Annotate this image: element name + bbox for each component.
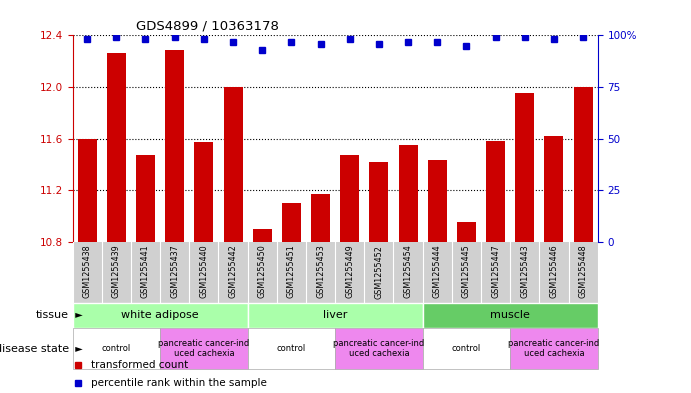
Bar: [428, 160, 447, 242]
Bar: [457, 222, 476, 242]
Bar: [107, 53, 126, 242]
Text: GSM1255437: GSM1255437: [170, 245, 179, 299]
Text: control: control: [277, 344, 306, 353]
Bar: [515, 94, 534, 242]
Text: GDS4899 / 10363178: GDS4899 / 10363178: [135, 20, 278, 33]
Text: pancreatic cancer-ind
uced cachexia: pancreatic cancer-ind uced cachexia: [333, 339, 424, 358]
Bar: [165, 50, 184, 242]
Text: GSM1255445: GSM1255445: [462, 245, 471, 299]
Text: ►: ►: [69, 344, 83, 354]
Text: GSM1255448: GSM1255448: [578, 245, 587, 298]
Text: GSM1255450: GSM1255450: [258, 245, 267, 299]
Text: GSM1255440: GSM1255440: [199, 245, 209, 298]
Bar: [574, 87, 593, 242]
Bar: [486, 141, 505, 242]
Bar: [247, 328, 335, 369]
Bar: [136, 155, 155, 242]
Bar: [282, 203, 301, 242]
Text: GSM1255444: GSM1255444: [433, 245, 442, 298]
Text: pancreatic cancer-ind
uced cachexia: pancreatic cancer-ind uced cachexia: [509, 339, 600, 358]
Text: control: control: [452, 344, 481, 353]
Text: GSM1255452: GSM1255452: [375, 245, 384, 299]
Bar: [77, 139, 97, 242]
Text: GSM1255441: GSM1255441: [141, 245, 150, 298]
Bar: [73, 303, 247, 328]
Text: GSM1255446: GSM1255446: [549, 245, 558, 298]
Text: GSM1255447: GSM1255447: [491, 245, 500, 299]
Text: percentile rank within the sample: percentile rank within the sample: [91, 378, 267, 388]
Text: GSM1255443: GSM1255443: [520, 245, 529, 298]
Text: liver: liver: [323, 310, 348, 320]
Bar: [423, 328, 510, 369]
Bar: [253, 229, 272, 242]
Bar: [545, 136, 563, 242]
Bar: [335, 328, 423, 369]
Bar: [423, 303, 598, 328]
Text: GSM1255439: GSM1255439: [112, 245, 121, 299]
Text: ►: ►: [69, 310, 83, 320]
Text: GSM1255451: GSM1255451: [287, 245, 296, 299]
Bar: [160, 328, 247, 369]
Bar: [247, 303, 423, 328]
Text: GSM1255442: GSM1255442: [229, 245, 238, 299]
Text: disease state: disease state: [0, 344, 69, 354]
Bar: [194, 142, 214, 242]
Text: GSM1255453: GSM1255453: [316, 245, 325, 299]
Text: transformed count: transformed count: [91, 360, 188, 370]
Text: GSM1255438: GSM1255438: [83, 245, 92, 298]
Text: white adipose: white adipose: [121, 310, 199, 320]
Text: muscle: muscle: [490, 310, 530, 320]
Bar: [370, 162, 388, 242]
Text: tissue: tissue: [36, 310, 69, 320]
Text: GSM1255449: GSM1255449: [346, 245, 354, 299]
Bar: [311, 194, 330, 242]
Bar: [510, 328, 598, 369]
Text: control: control: [102, 344, 131, 353]
Text: GSM1255454: GSM1255454: [404, 245, 413, 299]
Bar: [73, 328, 160, 369]
Bar: [399, 145, 417, 242]
Bar: [340, 155, 359, 242]
Text: pancreatic cancer-ind
uced cachexia: pancreatic cancer-ind uced cachexia: [158, 339, 249, 358]
Bar: [223, 87, 243, 242]
